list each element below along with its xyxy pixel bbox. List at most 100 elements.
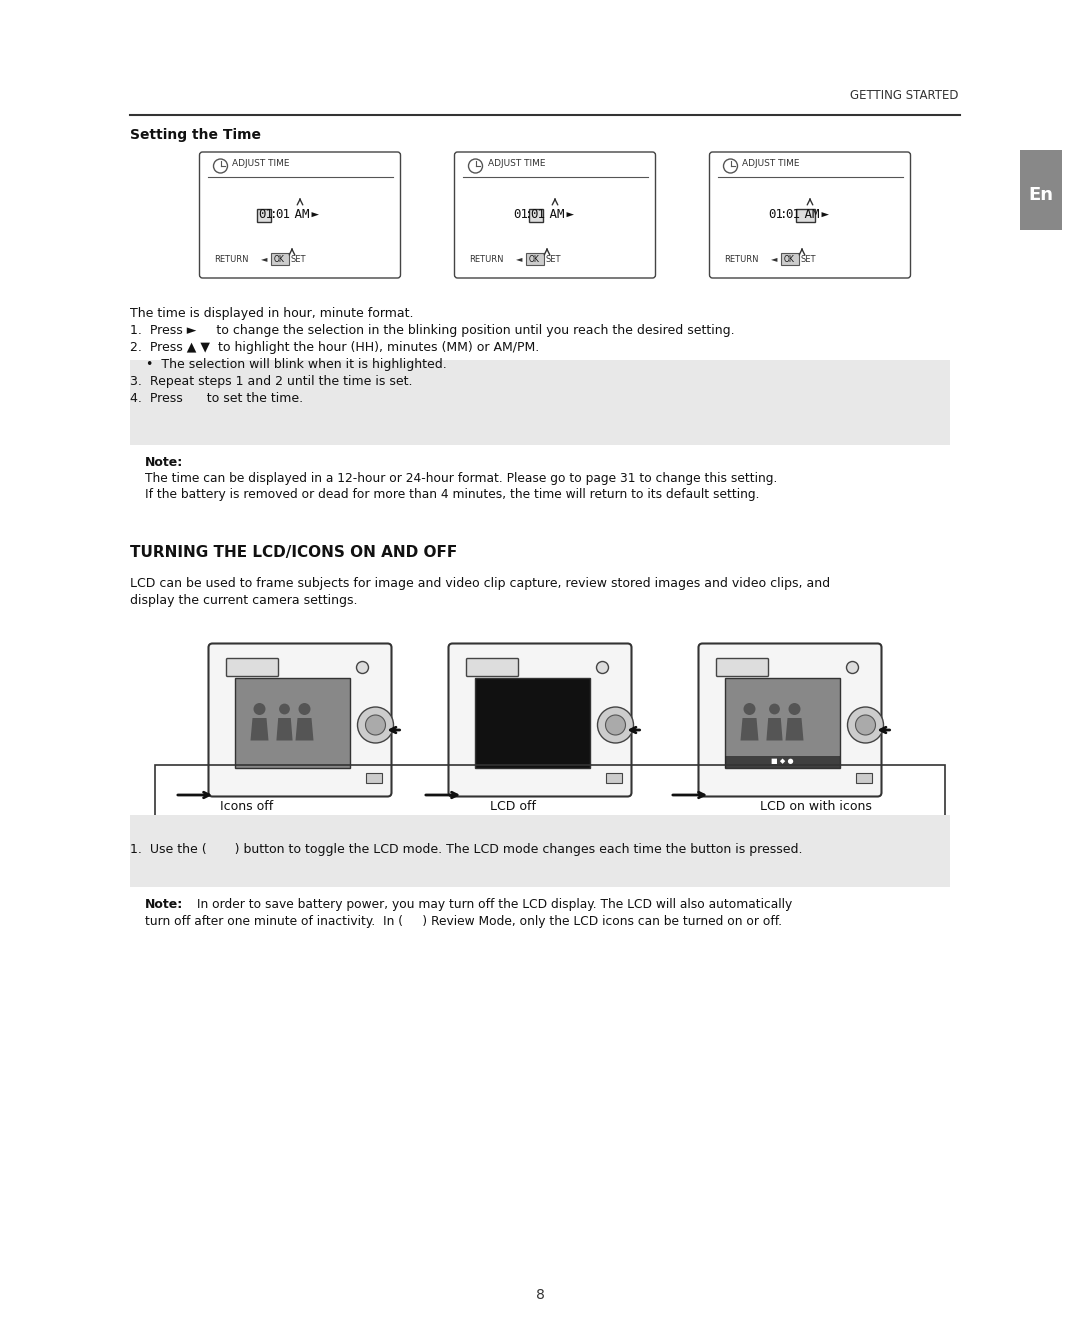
Polygon shape — [741, 718, 758, 741]
Circle shape — [365, 716, 386, 736]
Text: 01: 01 — [258, 208, 273, 222]
Text: 01: 01 — [768, 208, 783, 222]
Text: GETTING STARTED: GETTING STARTED — [850, 89, 958, 101]
Text: Note:: Note: — [145, 457, 184, 469]
FancyBboxPatch shape — [716, 658, 769, 677]
Text: ◄: ◄ — [515, 255, 522, 263]
Circle shape — [298, 704, 311, 716]
Text: LCD on with icons: LCD on with icons — [760, 800, 872, 813]
Text: RETURN: RETURN — [725, 255, 759, 263]
Text: LCD off: LCD off — [490, 800, 536, 813]
Text: :: : — [780, 208, 787, 222]
Text: :: : — [270, 208, 278, 222]
FancyBboxPatch shape — [699, 643, 881, 797]
Polygon shape — [296, 718, 313, 741]
FancyBboxPatch shape — [781, 254, 798, 266]
Text: AM: AM — [287, 208, 310, 222]
Text: 1.  Use the (       ) button to toggle the LCD mode. The LCD mode changes each t: 1. Use the ( ) button to toggle the LCD … — [130, 842, 802, 856]
Circle shape — [596, 662, 608, 673]
Text: Note:: Note: — [145, 898, 184, 910]
Bar — [474, 677, 590, 768]
Text: AM: AM — [542, 208, 565, 222]
Text: 1.  Press ►     to change the selection in the blinking position until you reach: 1. Press ► to change the selection in th… — [130, 324, 734, 336]
Polygon shape — [785, 718, 804, 741]
FancyBboxPatch shape — [710, 152, 910, 278]
Circle shape — [847, 662, 859, 673]
FancyBboxPatch shape — [526, 254, 543, 266]
Bar — [234, 677, 350, 768]
Text: En: En — [1028, 186, 1053, 204]
Circle shape — [597, 708, 634, 744]
Text: ◄: ◄ — [770, 255, 777, 263]
FancyBboxPatch shape — [200, 152, 401, 278]
Text: ■ ◆ ●: ■ ◆ ● — [771, 758, 794, 765]
Circle shape — [254, 704, 266, 716]
Circle shape — [743, 704, 756, 716]
Text: :: : — [525, 208, 532, 222]
FancyBboxPatch shape — [455, 152, 656, 278]
Bar — [855, 773, 872, 782]
Text: SET: SET — [545, 255, 561, 263]
Text: ADJUST TIME: ADJUST TIME — [487, 159, 545, 167]
Bar — [725, 677, 839, 768]
FancyBboxPatch shape — [1020, 150, 1062, 230]
Circle shape — [855, 716, 876, 736]
FancyBboxPatch shape — [257, 210, 271, 222]
Text: ADJUST TIME: ADJUST TIME — [232, 159, 291, 167]
Circle shape — [848, 708, 883, 744]
Text: The time is displayed in hour, minute format.: The time is displayed in hour, minute fo… — [130, 307, 414, 320]
FancyBboxPatch shape — [529, 210, 543, 222]
Text: •  The selection will blink when it is highlighted.: • The selection will blink when it is hi… — [130, 358, 447, 371]
Polygon shape — [276, 718, 293, 741]
Text: ►: ► — [814, 208, 829, 222]
FancyBboxPatch shape — [208, 643, 391, 797]
Text: display the current camera settings.: display the current camera settings. — [130, 594, 357, 607]
Bar — [606, 773, 621, 782]
Text: turn off after one minute of inactivity.  In (     ) Review Mode, only the LCD i: turn off after one minute of inactivity.… — [145, 914, 782, 928]
Text: RETURN: RETURN — [215, 255, 249, 263]
Text: SET: SET — [291, 255, 306, 263]
FancyBboxPatch shape — [270, 254, 288, 266]
Circle shape — [788, 704, 800, 716]
FancyBboxPatch shape — [130, 814, 950, 886]
Text: 8: 8 — [536, 1288, 544, 1302]
Circle shape — [606, 716, 625, 736]
Text: In order to save battery power, you may turn off the LCD display. The LCD will a: In order to save battery power, you may … — [193, 898, 793, 910]
FancyBboxPatch shape — [796, 210, 815, 222]
Text: AM: AM — [797, 208, 820, 222]
Polygon shape — [767, 718, 783, 741]
Text: ►: ► — [305, 208, 320, 222]
Polygon shape — [251, 718, 269, 741]
Circle shape — [357, 708, 393, 744]
Text: ADJUST TIME: ADJUST TIME — [743, 159, 800, 167]
Text: The time can be displayed in a 12-hour or 24-hour format. Please go to page 31 t: The time can be displayed in a 12-hour o… — [145, 473, 778, 485]
FancyBboxPatch shape — [130, 360, 950, 445]
FancyBboxPatch shape — [467, 658, 518, 677]
Text: Icons off: Icons off — [220, 800, 273, 813]
Text: Setting the Time: Setting the Time — [130, 128, 261, 142]
Text: SET: SET — [800, 255, 816, 263]
Text: ►: ► — [559, 208, 575, 222]
Text: 4.  Press      to set the time.: 4. Press to set the time. — [130, 392, 303, 405]
Circle shape — [279, 704, 289, 714]
Text: OK: OK — [529, 255, 540, 263]
Circle shape — [356, 662, 368, 673]
Text: If the battery is removed or dead for more than 4 minutes, the time will return : If the battery is removed or dead for mo… — [145, 489, 759, 501]
Text: LCD can be used to frame subjects for image and video clip capture, review store: LCD can be used to frame subjects for im… — [130, 577, 831, 590]
Text: 01: 01 — [785, 208, 800, 222]
Bar — [725, 756, 839, 768]
Text: 01: 01 — [513, 208, 528, 222]
Text: 01: 01 — [275, 208, 291, 222]
Circle shape — [769, 704, 780, 714]
Text: OK: OK — [784, 255, 795, 263]
Text: RETURN: RETURN — [470, 255, 504, 263]
Text: ◄: ◄ — [260, 255, 267, 263]
Bar — [365, 773, 381, 782]
FancyBboxPatch shape — [448, 643, 632, 797]
Text: 2.  Press ▲ ▼  to highlight the hour (HH), minutes (MM) or AM/PM.: 2. Press ▲ ▼ to highlight the hour (HH),… — [130, 340, 539, 354]
Text: OK: OK — [274, 255, 285, 263]
Text: 3.  Repeat steps 1 and 2 until the time is set.: 3. Repeat steps 1 and 2 until the time i… — [130, 375, 413, 388]
FancyBboxPatch shape — [227, 658, 279, 677]
Text: TURNING THE LCD/ICONS ON AND OFF: TURNING THE LCD/ICONS ON AND OFF — [130, 545, 457, 559]
Text: 01: 01 — [530, 208, 545, 222]
